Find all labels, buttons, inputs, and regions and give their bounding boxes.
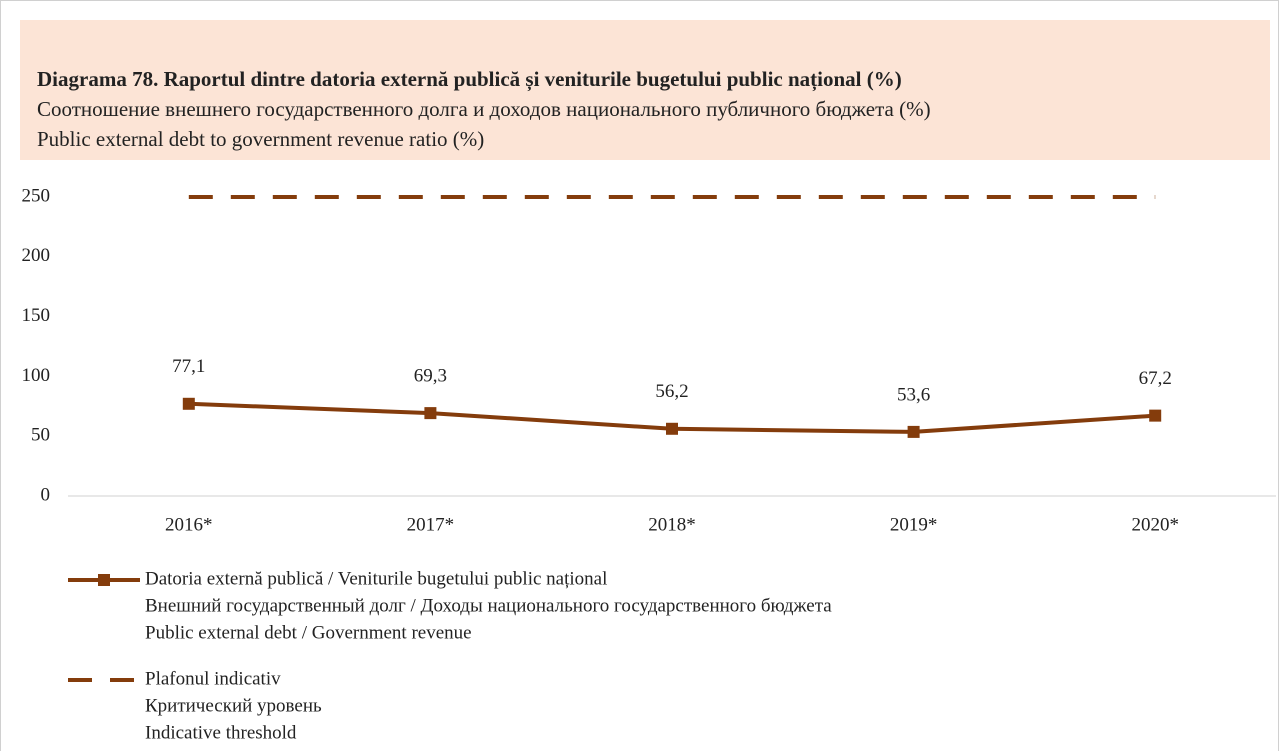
chart-title: Diagrama 78. Raportul dintre datoria ext… [37,67,902,92]
title-box [20,20,1270,160]
x-tick-label: 2018* [648,514,696,535]
marker [666,422,678,435]
data-label: 77,1 [172,356,205,377]
y-tick-label: 0 [41,484,51,505]
legend-label: Public external debt / Government revenu… [145,622,472,643]
x-tick-label: 2017* [407,514,455,535]
legend-label: Внешний государственный долг / Доходы на… [145,595,832,616]
y-tick-label: 150 [22,305,51,326]
y-tick-label: 100 [22,365,51,386]
marker [1149,409,1162,422]
x-tick-label: 2019* [890,514,938,535]
legend-label: Plafonul indicativ [145,668,281,689]
legend-label: Indicative threshold [145,722,297,743]
chart-subtitle: Public external debt to government reven… [37,127,484,151]
data-label: 69,3 [414,365,447,386]
legend-label: Datoria externă publică / Veniturile bug… [145,568,607,589]
data-label: 67,2 [1139,368,1172,389]
y-tick-label: 200 [22,245,51,266]
data-label: 56,2 [655,381,688,402]
x-tick-label: 2016* [165,514,213,535]
marker [907,425,920,438]
marker [424,407,437,420]
y-tick-label: 250 [22,185,51,206]
data-label: 53,6 [897,384,930,405]
x-tick-label: 2020* [1131,514,1179,535]
chart-subtitle: Соотношение внешнего государственного до… [37,97,931,121]
marker [182,397,195,410]
legend-label: Критический уровень [145,695,322,716]
y-tick-label: 50 [31,425,50,446]
legend-marker [98,574,110,586]
